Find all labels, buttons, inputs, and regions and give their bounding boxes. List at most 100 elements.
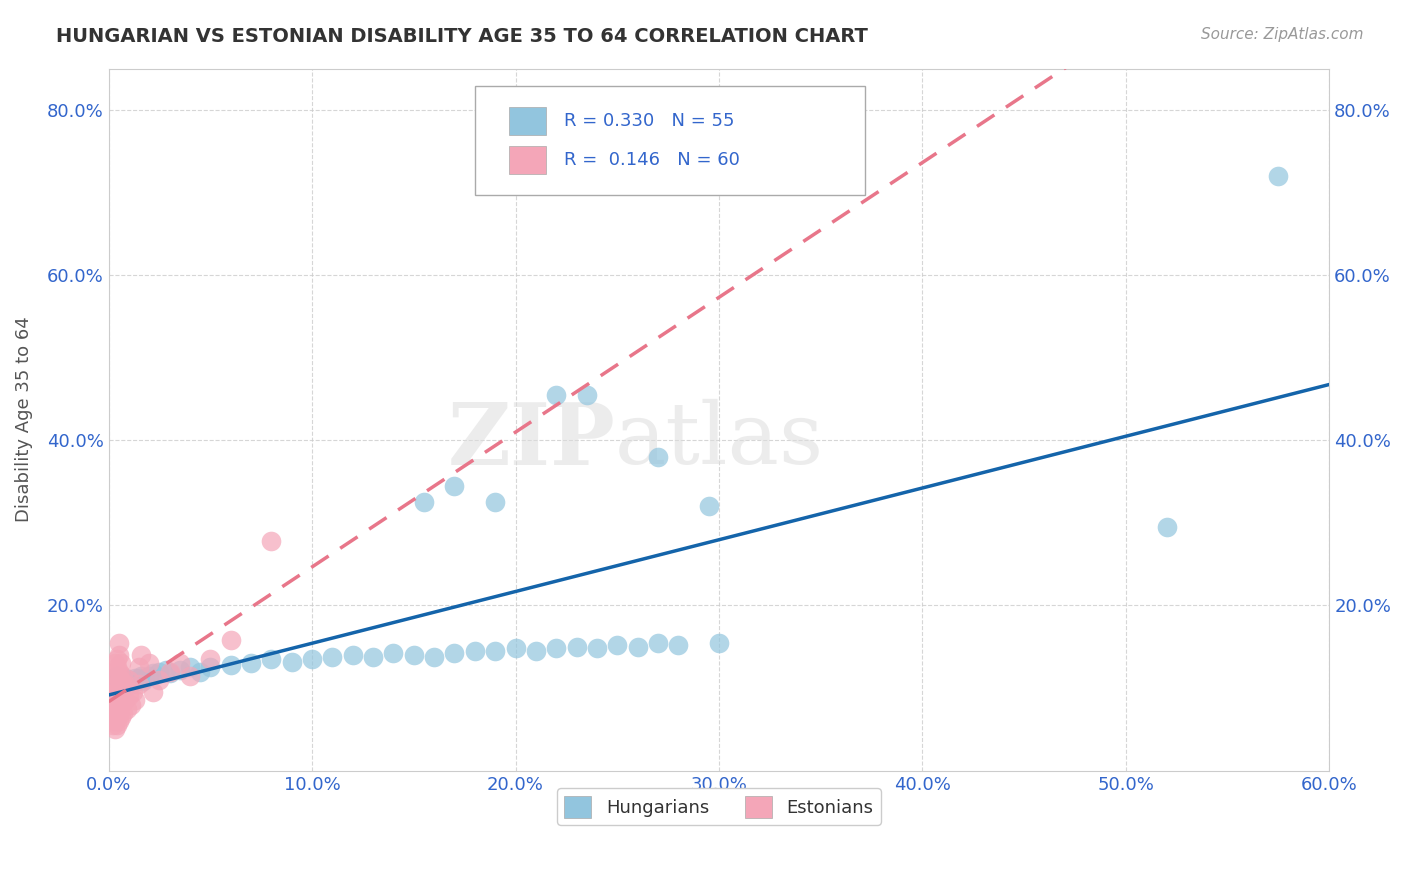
Point xyxy=(423,649,446,664)
Point xyxy=(524,644,547,658)
Point xyxy=(114,677,136,691)
Point xyxy=(111,674,134,689)
Point xyxy=(110,673,132,687)
Point xyxy=(104,673,127,687)
Point xyxy=(159,666,181,681)
Point xyxy=(647,635,669,649)
Point xyxy=(565,640,588,654)
Point xyxy=(240,657,263,671)
Point xyxy=(1267,169,1289,183)
Y-axis label: Disability Age 35 to 64: Disability Age 35 to 64 xyxy=(15,317,32,523)
Point xyxy=(159,665,181,679)
Point xyxy=(101,710,124,724)
Point xyxy=(111,669,134,683)
Point xyxy=(118,690,141,704)
Point xyxy=(107,673,129,687)
Point xyxy=(179,660,201,674)
Point xyxy=(606,638,628,652)
Point xyxy=(443,478,465,492)
Text: R = 0.330   N = 55: R = 0.330 N = 55 xyxy=(564,112,734,130)
Point xyxy=(321,649,343,664)
Point xyxy=(105,710,128,724)
Point xyxy=(707,635,730,649)
Point xyxy=(666,638,689,652)
Point xyxy=(505,641,527,656)
Point xyxy=(107,698,129,712)
Point xyxy=(107,635,129,649)
Point xyxy=(101,718,124,732)
Point xyxy=(413,495,436,509)
Point xyxy=(546,641,568,656)
Point xyxy=(104,685,127,699)
Point xyxy=(169,657,191,671)
Point xyxy=(138,657,160,671)
Point xyxy=(382,646,405,660)
Point xyxy=(115,702,138,716)
Point xyxy=(546,388,568,402)
Text: HUNGARIAN VS ESTONIAN DISABILITY AGE 35 TO 64 CORRELATION CHART: HUNGARIAN VS ESTONIAN DISABILITY AGE 35 … xyxy=(56,27,868,45)
Point xyxy=(104,690,127,704)
Point xyxy=(101,702,124,716)
Point xyxy=(124,693,146,707)
Point xyxy=(464,644,486,658)
Point xyxy=(120,677,142,691)
Point xyxy=(219,633,242,648)
Point xyxy=(107,677,129,691)
Point xyxy=(118,673,141,687)
Point xyxy=(1156,520,1178,534)
Point xyxy=(200,652,222,666)
Legend: Hungarians, Estonians: Hungarians, Estonians xyxy=(557,789,882,825)
Point xyxy=(110,685,132,699)
Point xyxy=(110,673,132,687)
Point xyxy=(132,674,155,689)
Point xyxy=(484,644,506,658)
Point xyxy=(148,665,170,679)
Point xyxy=(155,663,177,677)
Point xyxy=(115,674,138,689)
Point xyxy=(105,669,128,683)
Point xyxy=(260,652,283,666)
Text: Source: ZipAtlas.com: Source: ZipAtlas.com xyxy=(1201,27,1364,42)
Point xyxy=(169,663,191,677)
Point xyxy=(586,641,609,656)
Point xyxy=(179,669,201,683)
Point xyxy=(142,666,165,681)
Point xyxy=(104,698,127,712)
Point xyxy=(105,660,128,674)
Point xyxy=(142,685,165,699)
Point xyxy=(443,646,465,660)
Point xyxy=(104,665,127,679)
Point xyxy=(105,718,128,732)
Point xyxy=(129,648,152,662)
Point xyxy=(111,690,134,704)
Point xyxy=(104,723,127,737)
Point xyxy=(110,710,132,724)
Point xyxy=(114,693,136,707)
Point xyxy=(361,649,384,664)
Point xyxy=(107,665,129,679)
Point xyxy=(110,657,132,671)
Point xyxy=(484,495,506,509)
Point xyxy=(342,648,364,662)
Point xyxy=(122,685,145,699)
Point xyxy=(105,669,128,683)
Point xyxy=(110,698,132,712)
Text: ZIP: ZIP xyxy=(447,399,616,483)
Text: R =  0.146   N = 60: R = 0.146 N = 60 xyxy=(564,151,740,169)
Point xyxy=(128,671,150,685)
Point xyxy=(120,698,142,712)
Point xyxy=(129,669,152,683)
Point xyxy=(107,706,129,720)
FancyBboxPatch shape xyxy=(475,86,866,195)
Point xyxy=(111,706,134,720)
Point xyxy=(107,648,129,662)
Point xyxy=(105,677,128,691)
Point xyxy=(124,671,146,685)
Point xyxy=(188,665,211,679)
Point xyxy=(200,660,222,674)
Point xyxy=(260,534,283,549)
Point xyxy=(575,388,598,402)
Point xyxy=(105,685,128,699)
Point xyxy=(138,669,160,683)
Point xyxy=(104,677,127,691)
